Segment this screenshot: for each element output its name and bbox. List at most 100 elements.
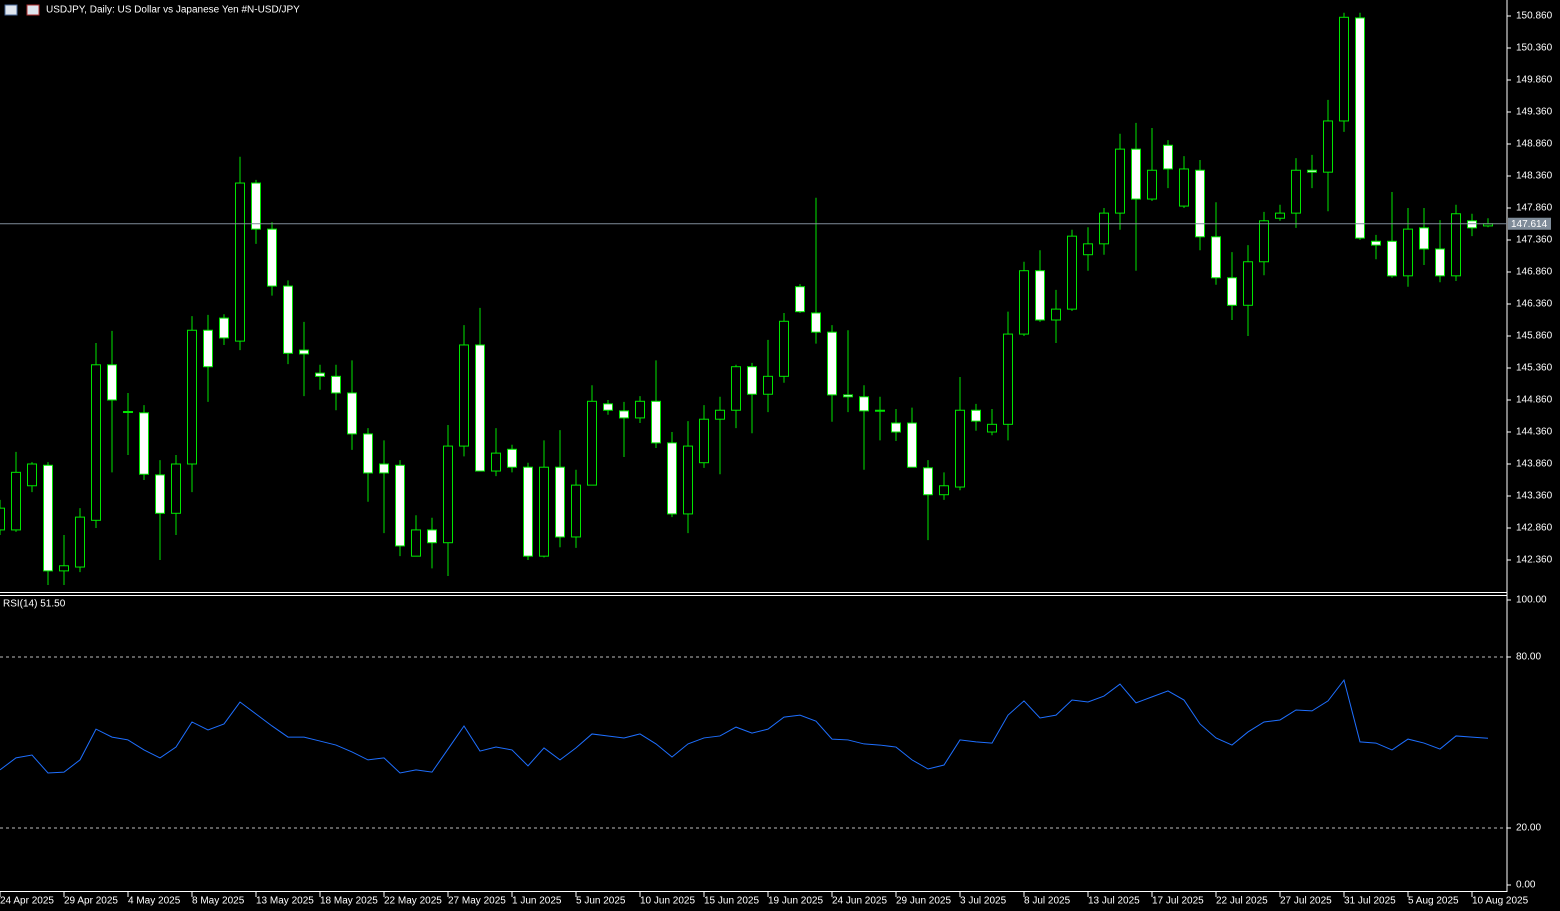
candle-body bbox=[683, 445, 693, 515]
candle-body bbox=[299, 349, 309, 355]
bid-label: 147.614 bbox=[1511, 219, 1548, 230]
y-tick-label: 143.360 bbox=[1516, 491, 1553, 502]
y-tick-label: 80.00 bbox=[1516, 652, 1541, 663]
y-tick-label: 0.00 bbox=[1516, 880, 1536, 891]
candle-body bbox=[1451, 213, 1461, 277]
candle-body bbox=[347, 392, 357, 435]
candle-body bbox=[523, 466, 533, 557]
y-tick-label: 148.860 bbox=[1516, 139, 1553, 150]
candle-body bbox=[667, 442, 677, 515]
y-tick-label: 145.360 bbox=[1516, 363, 1553, 374]
candle-body bbox=[75, 516, 85, 568]
x-tick-label: 22 May 2025 bbox=[384, 896, 442, 907]
y-tick-label: 143.860 bbox=[1516, 459, 1553, 470]
x-tick-label: 10 Jun 2025 bbox=[640, 896, 695, 907]
candle-body bbox=[1467, 220, 1477, 229]
candle-body bbox=[539, 466, 549, 557]
candle-body bbox=[1003, 333, 1013, 425]
candle-body bbox=[1131, 148, 1141, 200]
y-tick-label: 149.860 bbox=[1516, 75, 1553, 86]
candle-body bbox=[475, 344, 485, 472]
candle-body bbox=[267, 228, 277, 287]
candle-body bbox=[1259, 220, 1269, 263]
candle-body bbox=[731, 366, 741, 411]
y-tick-label: 147.860 bbox=[1516, 203, 1553, 214]
candle-body bbox=[507, 448, 517, 468]
candle-body bbox=[235, 182, 245, 342]
y-tick-label: 144.860 bbox=[1516, 395, 1553, 406]
x-tick-label: 8 May 2025 bbox=[192, 896, 245, 907]
candle-body bbox=[1435, 248, 1445, 277]
y-tick-label: 142.860 bbox=[1516, 523, 1553, 534]
candle-body bbox=[171, 463, 181, 514]
x-tick-label: 4 May 2025 bbox=[128, 896, 181, 907]
candle-body bbox=[123, 411, 133, 414]
candle-body bbox=[331, 375, 341, 394]
candle-body bbox=[1419, 227, 1429, 250]
y-tick-label: 146.360 bbox=[1516, 299, 1553, 310]
x-tick-label: 13 Jul 2025 bbox=[1088, 896, 1140, 907]
candle-body bbox=[491, 452, 501, 472]
candle-body bbox=[955, 409, 965, 488]
candle-body bbox=[1195, 169, 1205, 238]
candle-body bbox=[1243, 261, 1253, 306]
y-tick-label: 144.360 bbox=[1516, 427, 1553, 438]
candle-body bbox=[155, 474, 165, 514]
icon bbox=[4, 4, 18, 16]
candle-body bbox=[139, 412, 149, 475]
x-tick-label: 27 May 2025 bbox=[448, 896, 506, 907]
candle-body bbox=[763, 375, 773, 395]
candle-body bbox=[571, 484, 581, 538]
candle-body bbox=[651, 400, 661, 444]
candle-body bbox=[827, 331, 837, 396]
candle-body bbox=[91, 364, 101, 521]
candle-body bbox=[11, 471, 21, 531]
icon bbox=[26, 4, 40, 16]
candle-body bbox=[1211, 236, 1221, 279]
candle-body bbox=[1147, 169, 1157, 200]
candle-body bbox=[635, 400, 645, 419]
y-tick-label: 146.860 bbox=[1516, 267, 1553, 278]
candle-body bbox=[603, 403, 613, 411]
candle-body bbox=[1083, 243, 1093, 256]
candle-body bbox=[283, 285, 293, 354]
candle-body bbox=[843, 394, 853, 398]
candle-body bbox=[27, 463, 37, 487]
candle-body bbox=[1403, 228, 1413, 277]
candle-body bbox=[443, 445, 453, 544]
x-tick-label: 18 May 2025 bbox=[320, 896, 378, 907]
candle-body bbox=[859, 396, 869, 412]
y-tick-label: 147.360 bbox=[1516, 235, 1553, 246]
candle-body bbox=[987, 423, 997, 433]
rsi-line bbox=[0, 678, 1489, 774]
candle-body bbox=[59, 565, 69, 572]
candle-body bbox=[427, 529, 437, 544]
candle-body bbox=[379, 463, 389, 474]
candle-body bbox=[907, 422, 917, 468]
candle-body bbox=[219, 317, 229, 339]
price-pane bbox=[0, 12, 1507, 585]
candle-body bbox=[395, 464, 405, 547]
symbol-icons bbox=[4, 4, 40, 16]
chart-title: USDJPY, Daily: US Dollar vs Japanese Yen… bbox=[46, 5, 300, 16]
candle-body bbox=[891, 422, 901, 433]
candle-body bbox=[315, 372, 325, 377]
y-tick-label: 148.360 bbox=[1516, 171, 1553, 182]
rsi-pane bbox=[0, 656, 1507, 829]
candle-body bbox=[971, 409, 981, 422]
y-tick-label: 149.360 bbox=[1516, 107, 1553, 118]
candle-body bbox=[363, 433, 373, 474]
candle-body bbox=[1275, 212, 1285, 219]
x-tick-label: 22 Jul 2025 bbox=[1216, 896, 1268, 907]
y-tick-label: 145.860 bbox=[1516, 331, 1553, 342]
candle-body bbox=[1163, 144, 1173, 170]
x-tick-label: 29 Jun 2025 bbox=[896, 896, 951, 907]
candle-body bbox=[1355, 17, 1365, 239]
x-tick-label: 1 Jun 2025 bbox=[512, 896, 562, 907]
candle-body bbox=[1371, 240, 1381, 246]
bid-label-box bbox=[1508, 217, 1551, 230]
x-tick-label: 19 Jun 2025 bbox=[768, 896, 823, 907]
candle-body bbox=[203, 329, 213, 368]
candle-body bbox=[1115, 148, 1125, 214]
